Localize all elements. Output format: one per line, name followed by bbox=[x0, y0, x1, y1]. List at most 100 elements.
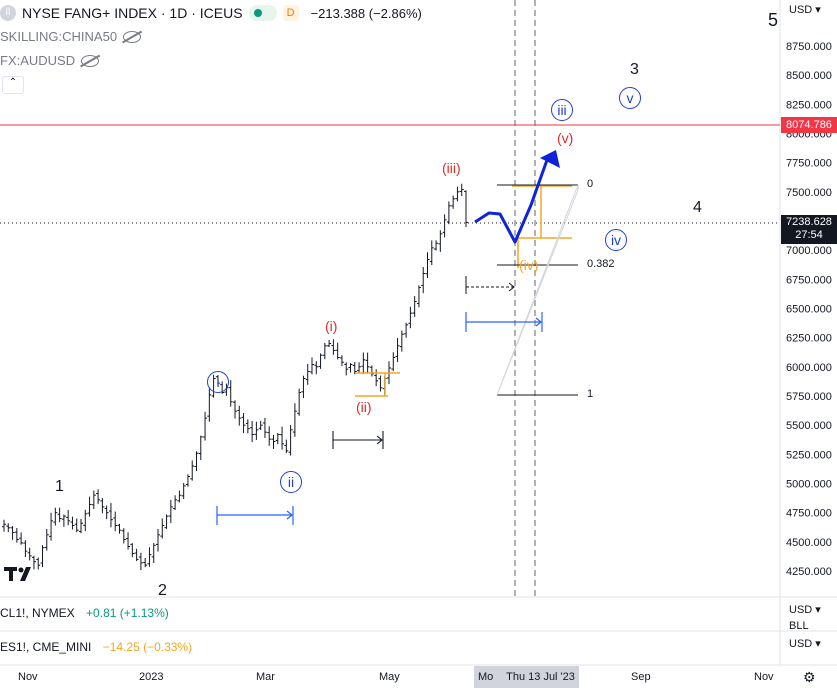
candle bbox=[173, 495, 178, 511]
candle bbox=[339, 355, 344, 367]
candle bbox=[151, 543, 156, 564]
main-legend[interactable]: ll NYSE FANG+ INDEX · 1D · ICEUS D −213.… bbox=[0, 5, 422, 21]
candle bbox=[421, 267, 426, 294]
overlay-legend-china50[interactable]: SKILLING:CHINA50 bbox=[0, 29, 142, 44]
candle bbox=[44, 528, 49, 551]
black-range-arrow-2[interactable] bbox=[465, 276, 515, 294]
time-label-may: May bbox=[379, 671, 400, 683]
y-tick-label: 5000.000 bbox=[786, 479, 832, 491]
candle bbox=[19, 532, 24, 545]
pane-cl1-currency[interactable]: USD ▾ bbox=[789, 604, 821, 616]
last-price-label: 7238.628 27:54 bbox=[781, 215, 837, 244]
pane-cl1[interactable]: CL1!, NYMEX +0.81 (+1.13%) bbox=[0, 606, 169, 620]
candle bbox=[10, 526, 15, 540]
y-tick-label: 4500.000 bbox=[786, 537, 832, 549]
pane-es1-change: −14.25 (−0.33%) bbox=[102, 640, 193, 654]
candle bbox=[374, 369, 379, 387]
blue-range-arrow-2[interactable] bbox=[465, 312, 543, 332]
candle bbox=[70, 516, 75, 530]
hidden-eye-icon[interactable] bbox=[123, 30, 142, 43]
candle bbox=[143, 557, 148, 568]
tradingview-logo bbox=[4, 567, 38, 581]
candle bbox=[335, 342, 340, 360]
wave-minor-v: (v) bbox=[557, 130, 574, 146]
candle bbox=[429, 240, 434, 266]
candle bbox=[438, 230, 443, 252]
settings-gear-icon[interactable]: ⚙ bbox=[803, 669, 816, 685]
y-tick-label: 8500.000 bbox=[786, 70, 832, 82]
candle bbox=[280, 426, 285, 450]
y-tick-label: 8250.000 bbox=[786, 99, 832, 111]
wave-5-label: 5 bbox=[768, 10, 779, 30]
candle bbox=[365, 352, 370, 374]
crosshair-day: Mo bbox=[478, 671, 494, 683]
y-tick-label: 4250.000 bbox=[786, 566, 832, 578]
candle bbox=[117, 523, 122, 534]
candle bbox=[348, 363, 353, 373]
candle bbox=[241, 412, 246, 434]
candle bbox=[275, 432, 280, 445]
candle bbox=[207, 388, 212, 422]
candle bbox=[61, 514, 66, 527]
candle bbox=[190, 460, 195, 481]
candle bbox=[245, 419, 250, 434]
candle bbox=[434, 240, 439, 251]
candle bbox=[23, 540, 28, 558]
candle bbox=[156, 529, 160, 552]
candle bbox=[254, 421, 259, 440]
candle bbox=[66, 510, 71, 526]
candle bbox=[134, 548, 139, 562]
fib-label-0382: 0.382 bbox=[587, 258, 615, 270]
y-tick-label: 7500.000 bbox=[786, 187, 832, 199]
wave-circle-iii: iii bbox=[551, 99, 573, 121]
candle bbox=[284, 439, 289, 454]
blue-range-arrow-1[interactable] bbox=[216, 506, 294, 525]
candle bbox=[412, 296, 417, 317]
pane-es1[interactable]: ES1!, CME_MINI −14.25 (−0.33%) bbox=[0, 640, 192, 654]
candle bbox=[91, 490, 96, 510]
candle bbox=[344, 362, 349, 376]
symbol-title[interactable]: NYSE FANG+ INDEX · 1D · ICEUS bbox=[22, 5, 243, 21]
candle bbox=[181, 483, 186, 500]
candle bbox=[198, 435, 203, 461]
candle bbox=[318, 353, 323, 369]
wave-3-label: 3 bbox=[630, 61, 639, 78]
fib-triangle bbox=[496, 184, 579, 396]
orange-fib-box-ii[interactable] bbox=[355, 372, 400, 397]
candle bbox=[425, 252, 430, 278]
orange-fib-box-iv[interactable] bbox=[512, 185, 572, 268]
delayed-badge: D bbox=[282, 5, 299, 21]
y-tick-label: 5250.000 bbox=[786, 449, 832, 461]
candle bbox=[455, 186, 460, 202]
pane-es1-currency[interactable]: USD ▾ bbox=[789, 638, 821, 650]
y-tick-label: 6250.000 bbox=[786, 333, 832, 345]
candle bbox=[113, 511, 118, 532]
projection-path[interactable] bbox=[474, 159, 549, 244]
fib-label-0: 0 bbox=[587, 178, 594, 190]
candle bbox=[250, 421, 255, 443]
collapse-icon[interactable]: ll bbox=[0, 5, 16, 21]
y-tick-label: 7750.000 bbox=[786, 158, 832, 170]
legend-collapse-button[interactable]: ⌃ bbox=[2, 76, 24, 94]
candle bbox=[233, 400, 237, 419]
bar-countdown: 27:54 bbox=[795, 229, 823, 241]
candle bbox=[301, 375, 306, 399]
wave-circle-ii: ii bbox=[280, 471, 302, 493]
overlay-legend-audusd[interactable]: FX:AUDUSD bbox=[0, 53, 100, 68]
market-status-icon bbox=[248, 5, 277, 21]
overlay-label-audusd: FX:AUDUSD bbox=[0, 53, 76, 68]
candle bbox=[2, 519, 6, 532]
candle bbox=[297, 388, 302, 416]
currency-select[interactable]: USD ▾ bbox=[789, 4, 821, 16]
crosshair-date: Thu 13 Jul '23 bbox=[506, 671, 575, 683]
y-tick-label: 6000.000 bbox=[786, 362, 832, 374]
candle bbox=[352, 361, 357, 375]
y-tick-label: 4750.000 bbox=[786, 508, 832, 520]
hidden-eye-icon[interactable] bbox=[81, 54, 100, 67]
pane-es1-label: ES1!, CME_MINI bbox=[0, 640, 92, 654]
black-range-arrow-1[interactable] bbox=[332, 431, 384, 449]
candle bbox=[446, 201, 451, 225]
candle bbox=[164, 514, 169, 529]
wave-1-label: 1 bbox=[55, 478, 64, 495]
